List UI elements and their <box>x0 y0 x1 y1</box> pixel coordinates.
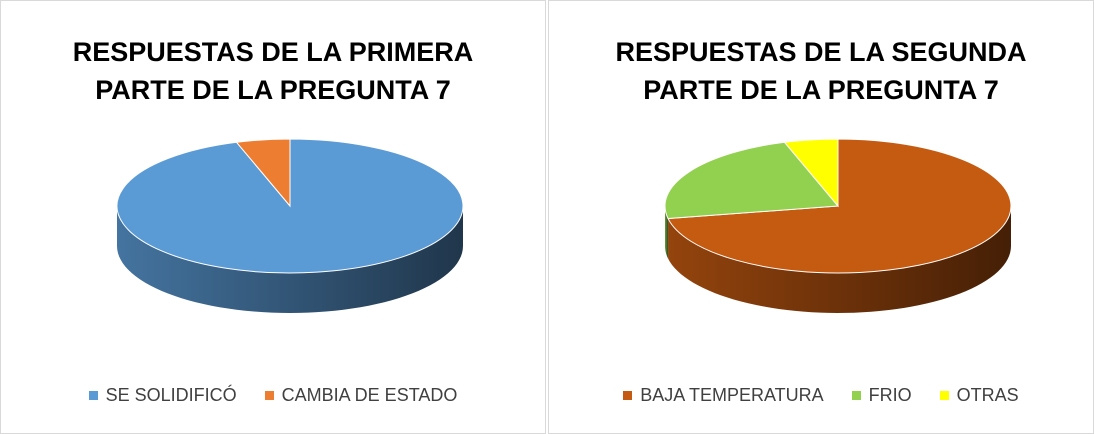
legend-label: OTRAS <box>956 385 1019 405</box>
legend-swatch <box>939 391 949 400</box>
legend-item: SE SOLIDIFICÓ <box>88 385 237 406</box>
pie-side <box>665 206 669 259</box>
chart-panel: RESPUESTAS DE LA SEGUNDA PARTE DE LA PRE… <box>548 0 1094 434</box>
legend-label: CAMBIA DE ESTADO <box>281 385 458 405</box>
legend-swatch <box>851 391 861 400</box>
legend-label: FRIO <box>868 385 912 405</box>
legend-label: SE SOLIDIFICÓ <box>105 385 237 405</box>
chart-title: RESPUESTAS DE LA SEGUNDA PARTE DE LA PRE… <box>615 37 1027 105</box>
chart-title: RESPUESTAS DE LA PRIMERA PARTE DE LA PRE… <box>72 37 474 105</box>
legend: SE SOLIDIFICÓ CAMBIA DE ESTADO <box>1 385 545 406</box>
legend-label: BAJA TEMPERATURA <box>640 385 824 405</box>
legend: BAJA TEMPERATURA FRIO OTRAS <box>549 385 1093 406</box>
pie-slice <box>667 138 1012 274</box>
legend-item: CAMBIA DE ESTADO <box>264 385 458 406</box>
pie-slice <box>235 138 291 208</box>
pie-chart <box>116 138 464 313</box>
pie-side <box>117 206 463 313</box>
pie-slice <box>783 138 839 208</box>
legend-swatch <box>88 391 98 400</box>
legend-item: BAJA TEMPERATURA <box>623 385 824 406</box>
pie-slice <box>664 141 840 220</box>
pie-side <box>668 206 1011 313</box>
chart-panel: RESPUESTAS DE LA PRIMERA PARTE DE LA PRE… <box>0 0 546 434</box>
legend-item: FRIO <box>851 385 912 406</box>
legend-swatch <box>264 391 274 400</box>
legend-swatch <box>623 391 633 400</box>
legend-item: OTRAS <box>939 385 1019 406</box>
pie-chart <box>664 138 1012 313</box>
